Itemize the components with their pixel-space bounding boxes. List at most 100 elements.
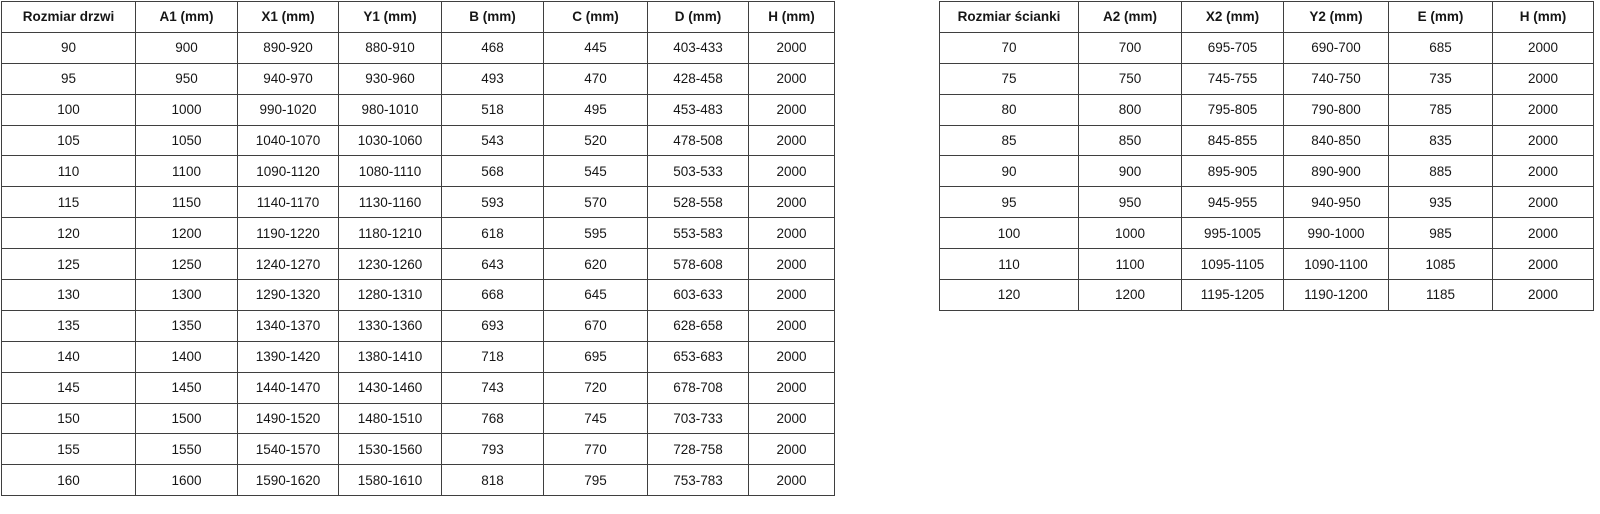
table-cell: 2000 bbox=[748, 279, 835, 311]
table-cell: 1580-1610 bbox=[338, 464, 442, 497]
table-row: 120 1200 1195-1205 1190-1200 1185 2000 bbox=[939, 279, 1594, 311]
table-cell: 543 bbox=[441, 124, 544, 157]
table-cell: 1290-1320 bbox=[237, 279, 339, 311]
table-cell: 620 bbox=[543, 248, 648, 281]
table-cell: 785 bbox=[1388, 93, 1493, 126]
table-cell: 1100 bbox=[1078, 248, 1182, 281]
table-cell: 1030-1060 bbox=[338, 124, 442, 157]
table-cell: 653-683 bbox=[647, 340, 749, 373]
table-cell: 70 bbox=[939, 31, 1079, 64]
table-cell: 990-1020 bbox=[237, 93, 339, 126]
table-cell: 770 bbox=[543, 433, 648, 466]
column-header: D (mm) bbox=[647, 1, 749, 33]
table-cell: 2000 bbox=[748, 217, 835, 250]
table-row: 80 800 795-805 790-800 785 2000 bbox=[939, 93, 1594, 126]
table-cell: 520 bbox=[543, 124, 648, 157]
table-cell: 570 bbox=[543, 186, 648, 219]
table-cell: 595 bbox=[543, 217, 648, 250]
table-cell: 768 bbox=[441, 402, 544, 435]
table-cell: 100 bbox=[1, 93, 136, 126]
table-cell: 2000 bbox=[748, 93, 835, 126]
table-row: 105 1050 1040-1070 1030-1060 543 520 478-508 20… bbox=[1, 124, 835, 157]
table-cell: 2000 bbox=[748, 340, 835, 373]
table-cell: 145 bbox=[1, 371, 136, 404]
table-cell: 670 bbox=[543, 309, 648, 342]
table-cell: 945-955 bbox=[1181, 186, 1284, 219]
table-cell: 428-458 bbox=[647, 62, 749, 95]
table-cell: 125 bbox=[1, 248, 136, 281]
table-row: 150 1500 1490-1520 1480-1510 768 745 703-733 20… bbox=[1, 402, 835, 435]
table-cell: 155 bbox=[1, 433, 136, 466]
table-cell: 1185 bbox=[1388, 279, 1493, 311]
table-row: 70 700 695-705 690-700 685 2000 bbox=[939, 31, 1594, 64]
table-cell: 2000 bbox=[748, 464, 835, 497]
table-row: 135 1350 1340-1370 1330-1360 693 670 628-658 20… bbox=[1, 309, 835, 342]
table-cell: 2000 bbox=[748, 371, 835, 404]
table-cell: 95 bbox=[939, 186, 1079, 219]
table-row: 90 900 895-905 890-900 885 2000 bbox=[939, 155, 1594, 188]
column-header: X2 (mm) bbox=[1181, 1, 1284, 33]
table-cell: 1500 bbox=[135, 402, 238, 435]
table-cell: 930-960 bbox=[338, 62, 442, 95]
table-cell: 1240-1270 bbox=[237, 248, 339, 281]
table-cell: 1090-1120 bbox=[237, 155, 339, 188]
table-cell: 985 bbox=[1388, 217, 1493, 250]
table-cell: 135 bbox=[1, 309, 136, 342]
table-cell: 1440-1470 bbox=[237, 371, 339, 404]
table-cell: 840-850 bbox=[1283, 124, 1389, 157]
table-cell: 478-508 bbox=[647, 124, 749, 157]
table-cell: 1200 bbox=[1078, 279, 1182, 311]
table-cell: 1340-1370 bbox=[237, 309, 339, 342]
table-cell: 1600 bbox=[135, 464, 238, 497]
table-cell: 795-805 bbox=[1181, 93, 1284, 126]
table-cell: 2000 bbox=[748, 402, 835, 435]
table-cell: 1000 bbox=[1078, 217, 1182, 250]
table-cell: 685 bbox=[1388, 31, 1493, 64]
table-cell: 1380-1410 bbox=[338, 340, 442, 373]
table-cell: 1130-1160 bbox=[338, 186, 442, 219]
table-cell: 835 bbox=[1388, 124, 1493, 157]
table-cell: 140 bbox=[1, 340, 136, 373]
table-cell: 603-633 bbox=[647, 279, 749, 311]
table-cell: 493 bbox=[441, 62, 544, 95]
table-row: 75 750 745-755 740-750 735 2000 bbox=[939, 62, 1594, 95]
column-header: Rozmiar drzwi bbox=[1, 1, 136, 33]
wall-sizes-table: Rozmiar ścianki A2 (mm) X2 (mm) Y2 (mm) E (m… bbox=[939, 1, 1594, 311]
table-cell: 1095-1105 bbox=[1181, 248, 1284, 281]
table-cell: 2000 bbox=[1492, 217, 1594, 250]
table-cell: 2000 bbox=[748, 31, 835, 64]
table-row: 95 950 945-955 940-950 935 2000 bbox=[939, 186, 1594, 219]
column-header: A2 (mm) bbox=[1078, 1, 1182, 33]
column-header: X1 (mm) bbox=[237, 1, 339, 33]
table-cell: 1330-1360 bbox=[338, 309, 442, 342]
table-cell: 2000 bbox=[748, 433, 835, 466]
table-cell: 700 bbox=[1078, 31, 1182, 64]
table-cell: 718 bbox=[441, 340, 544, 373]
table-cell: 678-708 bbox=[647, 371, 749, 404]
header-row: Rozmiar drzwi A1 (mm) X1 (mm) Y1 (mm) B (mm)… bbox=[1, 1, 835, 33]
table-row: 110 1100 1090-1120 1080-1110 568 545 503-533 20… bbox=[1, 155, 835, 188]
table-cell: 1590-1620 bbox=[237, 464, 339, 497]
table-cell: 793 bbox=[441, 433, 544, 466]
table-cell: 693 bbox=[441, 309, 544, 342]
table-cell: 695 bbox=[543, 340, 648, 373]
table-cell: 1190-1200 bbox=[1283, 279, 1389, 311]
table-cell: 445 bbox=[543, 31, 648, 64]
table-cell: 2000 bbox=[1492, 124, 1594, 157]
table-cell: 120 bbox=[1, 217, 136, 250]
table-cell: 745 bbox=[543, 402, 648, 435]
table-cell: 1140-1170 bbox=[237, 186, 339, 219]
table-cell: 618 bbox=[441, 217, 544, 250]
table-cell: 880-910 bbox=[338, 31, 442, 64]
table-row: 100 1000 995-1005 990-1000 985 2000 bbox=[939, 217, 1594, 250]
table-cell: 545 bbox=[543, 155, 648, 188]
table-row: 110 1100 1095-1105 1090-1100 1085 2000 bbox=[939, 248, 1594, 281]
table-cell: 2000 bbox=[1492, 248, 1594, 281]
table-cell: 750 bbox=[1078, 62, 1182, 95]
table-row: 140 1400 1390-1420 1380-1410 718 695 653-683 20… bbox=[1, 340, 835, 373]
table-cell: 850 bbox=[1078, 124, 1182, 157]
table-cell: 470 bbox=[543, 62, 648, 95]
table-cell: 1000 bbox=[135, 93, 238, 126]
table-cell: 553-583 bbox=[647, 217, 749, 250]
column-header: H (mm) bbox=[748, 1, 835, 33]
